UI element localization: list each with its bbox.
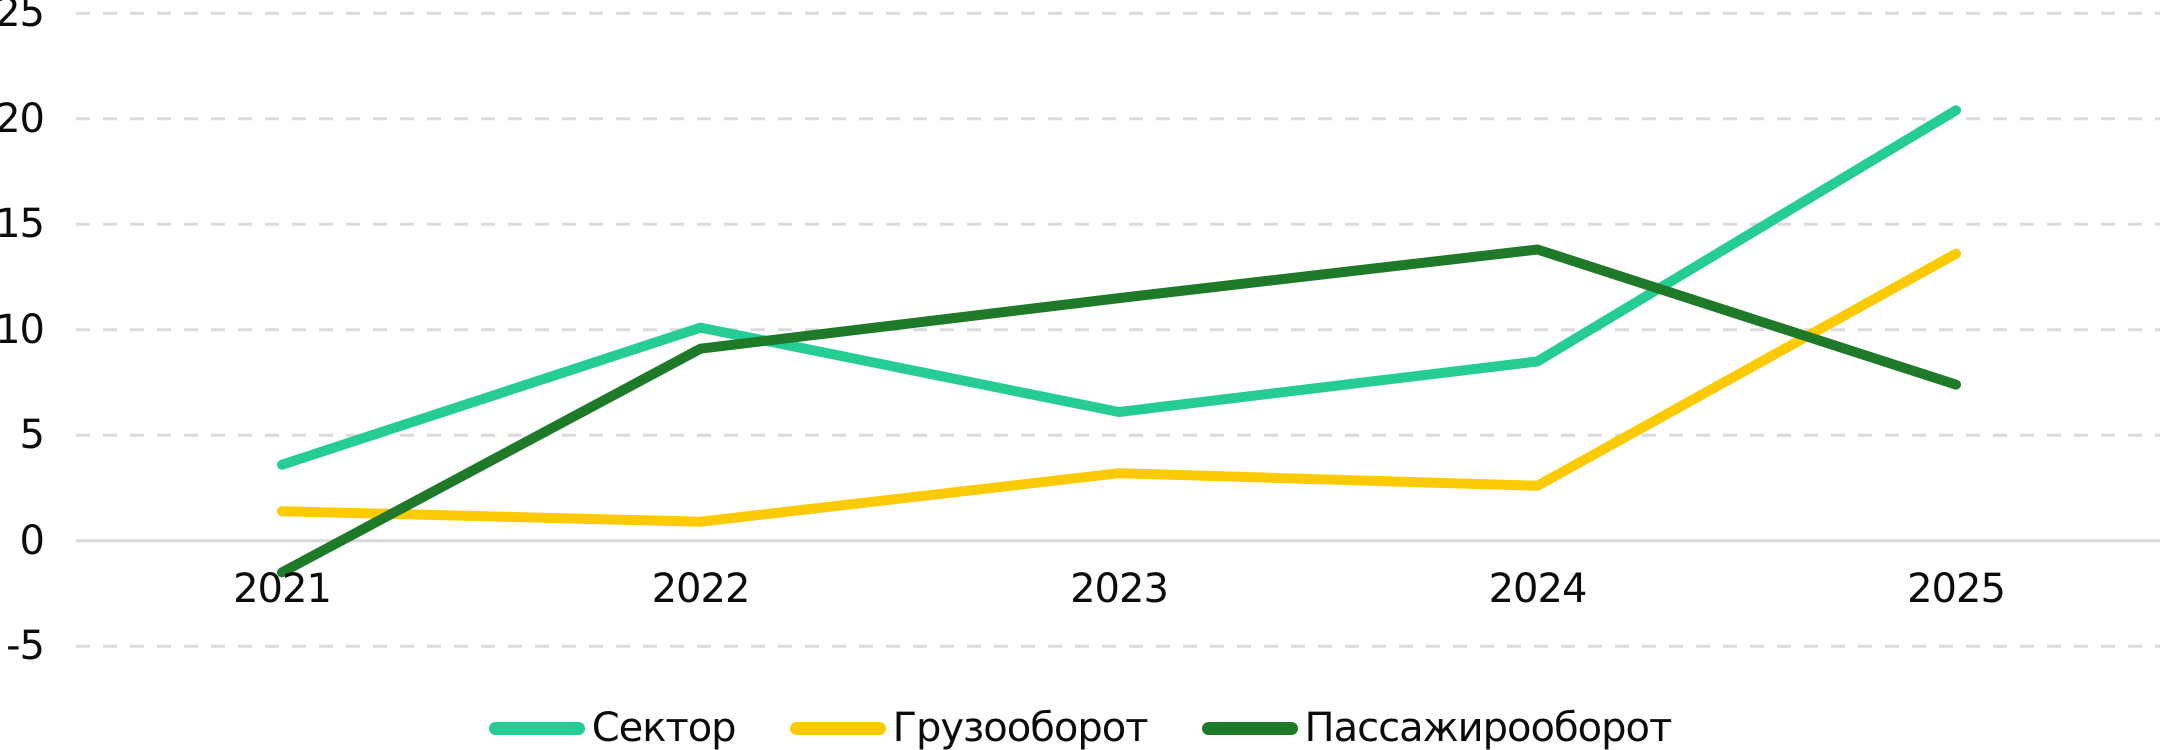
y-tick-label: 0 bbox=[19, 517, 45, 564]
series-line-0 bbox=[277, 105, 1961, 470]
legend-item: Грузооборот bbox=[789, 705, 1149, 750]
legend-swatch-sektor bbox=[488, 721, 585, 735]
legend-label: Сектор bbox=[591, 705, 737, 750]
series-line-2 bbox=[277, 244, 1961, 578]
y-tick-label: 10 bbox=[0, 306, 45, 353]
legend-item: Сектор bbox=[488, 705, 737, 750]
legend-label: Грузооборот bbox=[892, 705, 1149, 750]
y-tick-label: 25 bbox=[0, 0, 45, 37]
x-tick-label: 2021 bbox=[233, 566, 332, 612]
legend-label: Пассажирооборот bbox=[1304, 705, 1673, 750]
y-tick-label: 15 bbox=[0, 201, 45, 248]
x-tick-label: 2025 bbox=[1907, 566, 2006, 612]
x-tick-label: 2023 bbox=[1070, 566, 1169, 612]
legend: Сектор Грузооборот Пассажирооборот bbox=[0, 703, 2160, 750]
legend-swatch-passazhirooborot bbox=[1201, 721, 1298, 735]
y-tick-label: -5 bbox=[6, 623, 45, 670]
series-line-1 bbox=[277, 248, 1961, 527]
y-tick-label: 5 bbox=[19, 412, 45, 459]
x-tick-label: 2022 bbox=[651, 566, 751, 612]
legend-item: Пассажирооборот bbox=[1201, 705, 1673, 750]
x-tick-label: 2024 bbox=[1488, 566, 1588, 612]
y-tick-label: 20 bbox=[0, 95, 45, 142]
legend-swatch-gruzooborot bbox=[789, 721, 886, 735]
